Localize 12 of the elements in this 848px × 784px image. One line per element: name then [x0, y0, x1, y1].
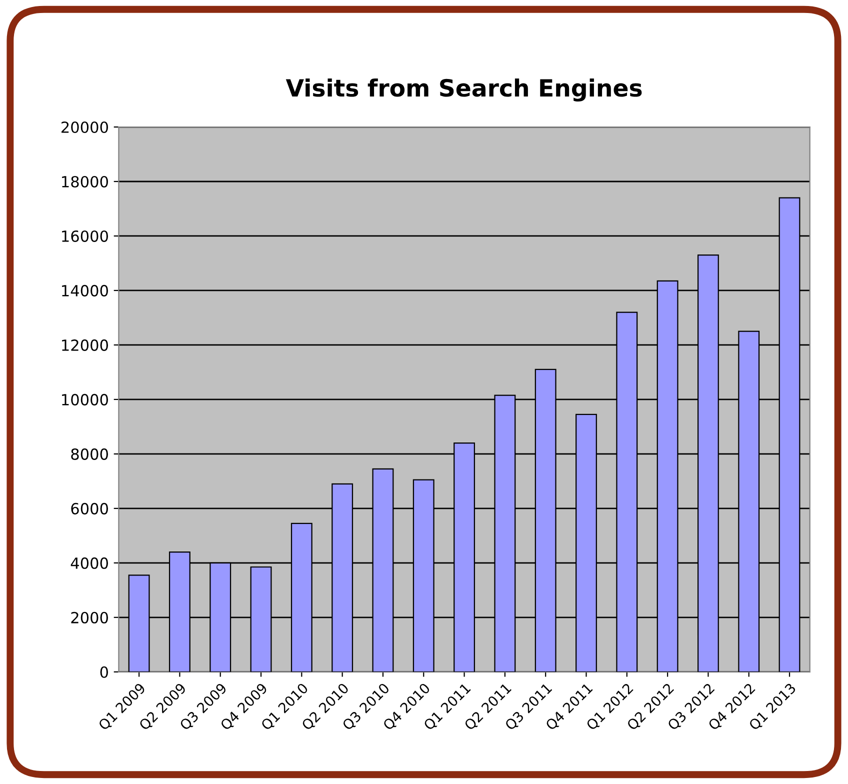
y-tick-label: 2000 — [71, 612, 108, 624]
y-tick-label: 16000 — [62, 230, 108, 242]
y-tick-label: 12000 — [62, 339, 108, 351]
chart-title: Visits from Search Engines — [286, 78, 642, 102]
y-tick-label: 18000 — [62, 176, 108, 188]
y-tick-label: 14000 — [62, 284, 108, 296]
y-tick-label: 4000 — [70, 557, 108, 569]
y-tick-label: 10000 — [62, 394, 108, 406]
y-tick-label: 8000 — [71, 448, 108, 460]
y-tick-label: 20000 — [62, 121, 108, 134]
y-tick-label: 6000 — [71, 502, 108, 514]
y-tick-label: 0 — [100, 666, 108, 678]
